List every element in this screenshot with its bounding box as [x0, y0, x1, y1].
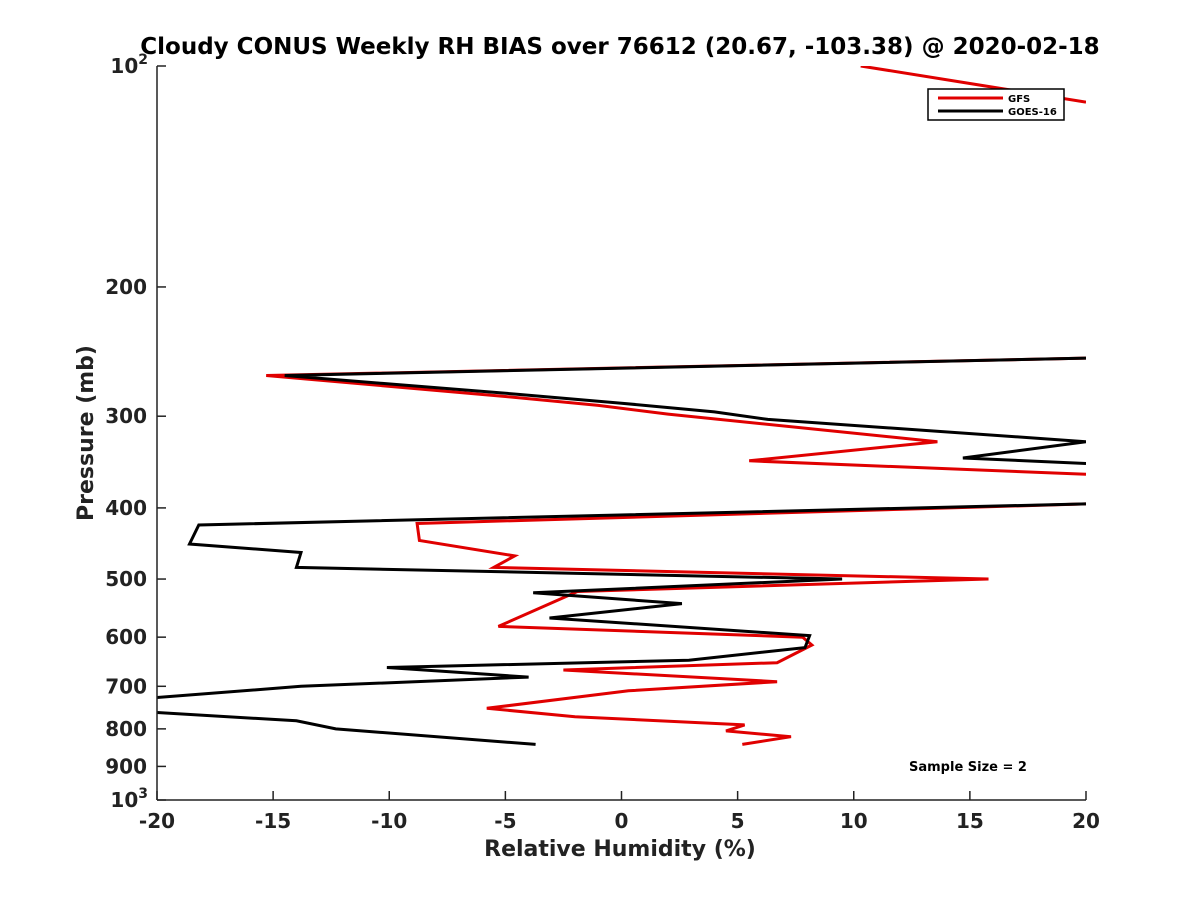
y-tick-label: 500	[105, 567, 147, 591]
y-tick-label: 700	[105, 674, 147, 698]
x-tick-label: -10	[371, 809, 407, 833]
series-line-gfs	[266, 66, 1086, 746]
y-tick-label: 200	[105, 275, 147, 299]
x-tick-label: 15	[956, 809, 984, 833]
x-axis-label: Relative Humidity (%)	[484, 837, 756, 862]
y-tick-label: 900	[105, 754, 147, 778]
y-tick-label: 102	[110, 52, 148, 78]
x-tick-label: 10	[840, 809, 868, 833]
sample-size-annotation: Sample Size = 2	[909, 760, 1027, 775]
axes: -20 -15 -10 -5 0 5 10 15 20 200 300 400 500 600 700 800…	[105, 52, 1100, 833]
plot-area	[157, 66, 1086, 746]
y-tick-label: 103	[110, 786, 148, 812]
y-tick-label: 800	[105, 717, 147, 741]
y-axis-label: Pressure (mb)	[74, 345, 99, 521]
x-tick-label: -5	[494, 809, 516, 833]
y-tick-label: 600	[105, 625, 147, 649]
x-tick-label: 5	[731, 809, 745, 833]
x-tick-label: 0	[615, 809, 629, 833]
legend: GFS GOES-16	[927, 88, 1065, 121]
x-tick-label: -20	[139, 809, 175, 833]
series-line-goes16	[157, 356, 1086, 746]
legend-label-goes16: GOES-16	[1008, 107, 1057, 118]
legend-box	[927, 88, 1065, 121]
chart-title: Cloudy CONUS Weekly RH BIAS over 76612 (…	[140, 34, 1099, 60]
legend-label-gfs: GFS	[1008, 94, 1030, 105]
x-tick-label: 20	[1072, 809, 1100, 833]
y-tick-label: 300	[105, 404, 147, 428]
y-tick-label: 400	[105, 496, 147, 520]
x-tick-label: -15	[255, 809, 291, 833]
